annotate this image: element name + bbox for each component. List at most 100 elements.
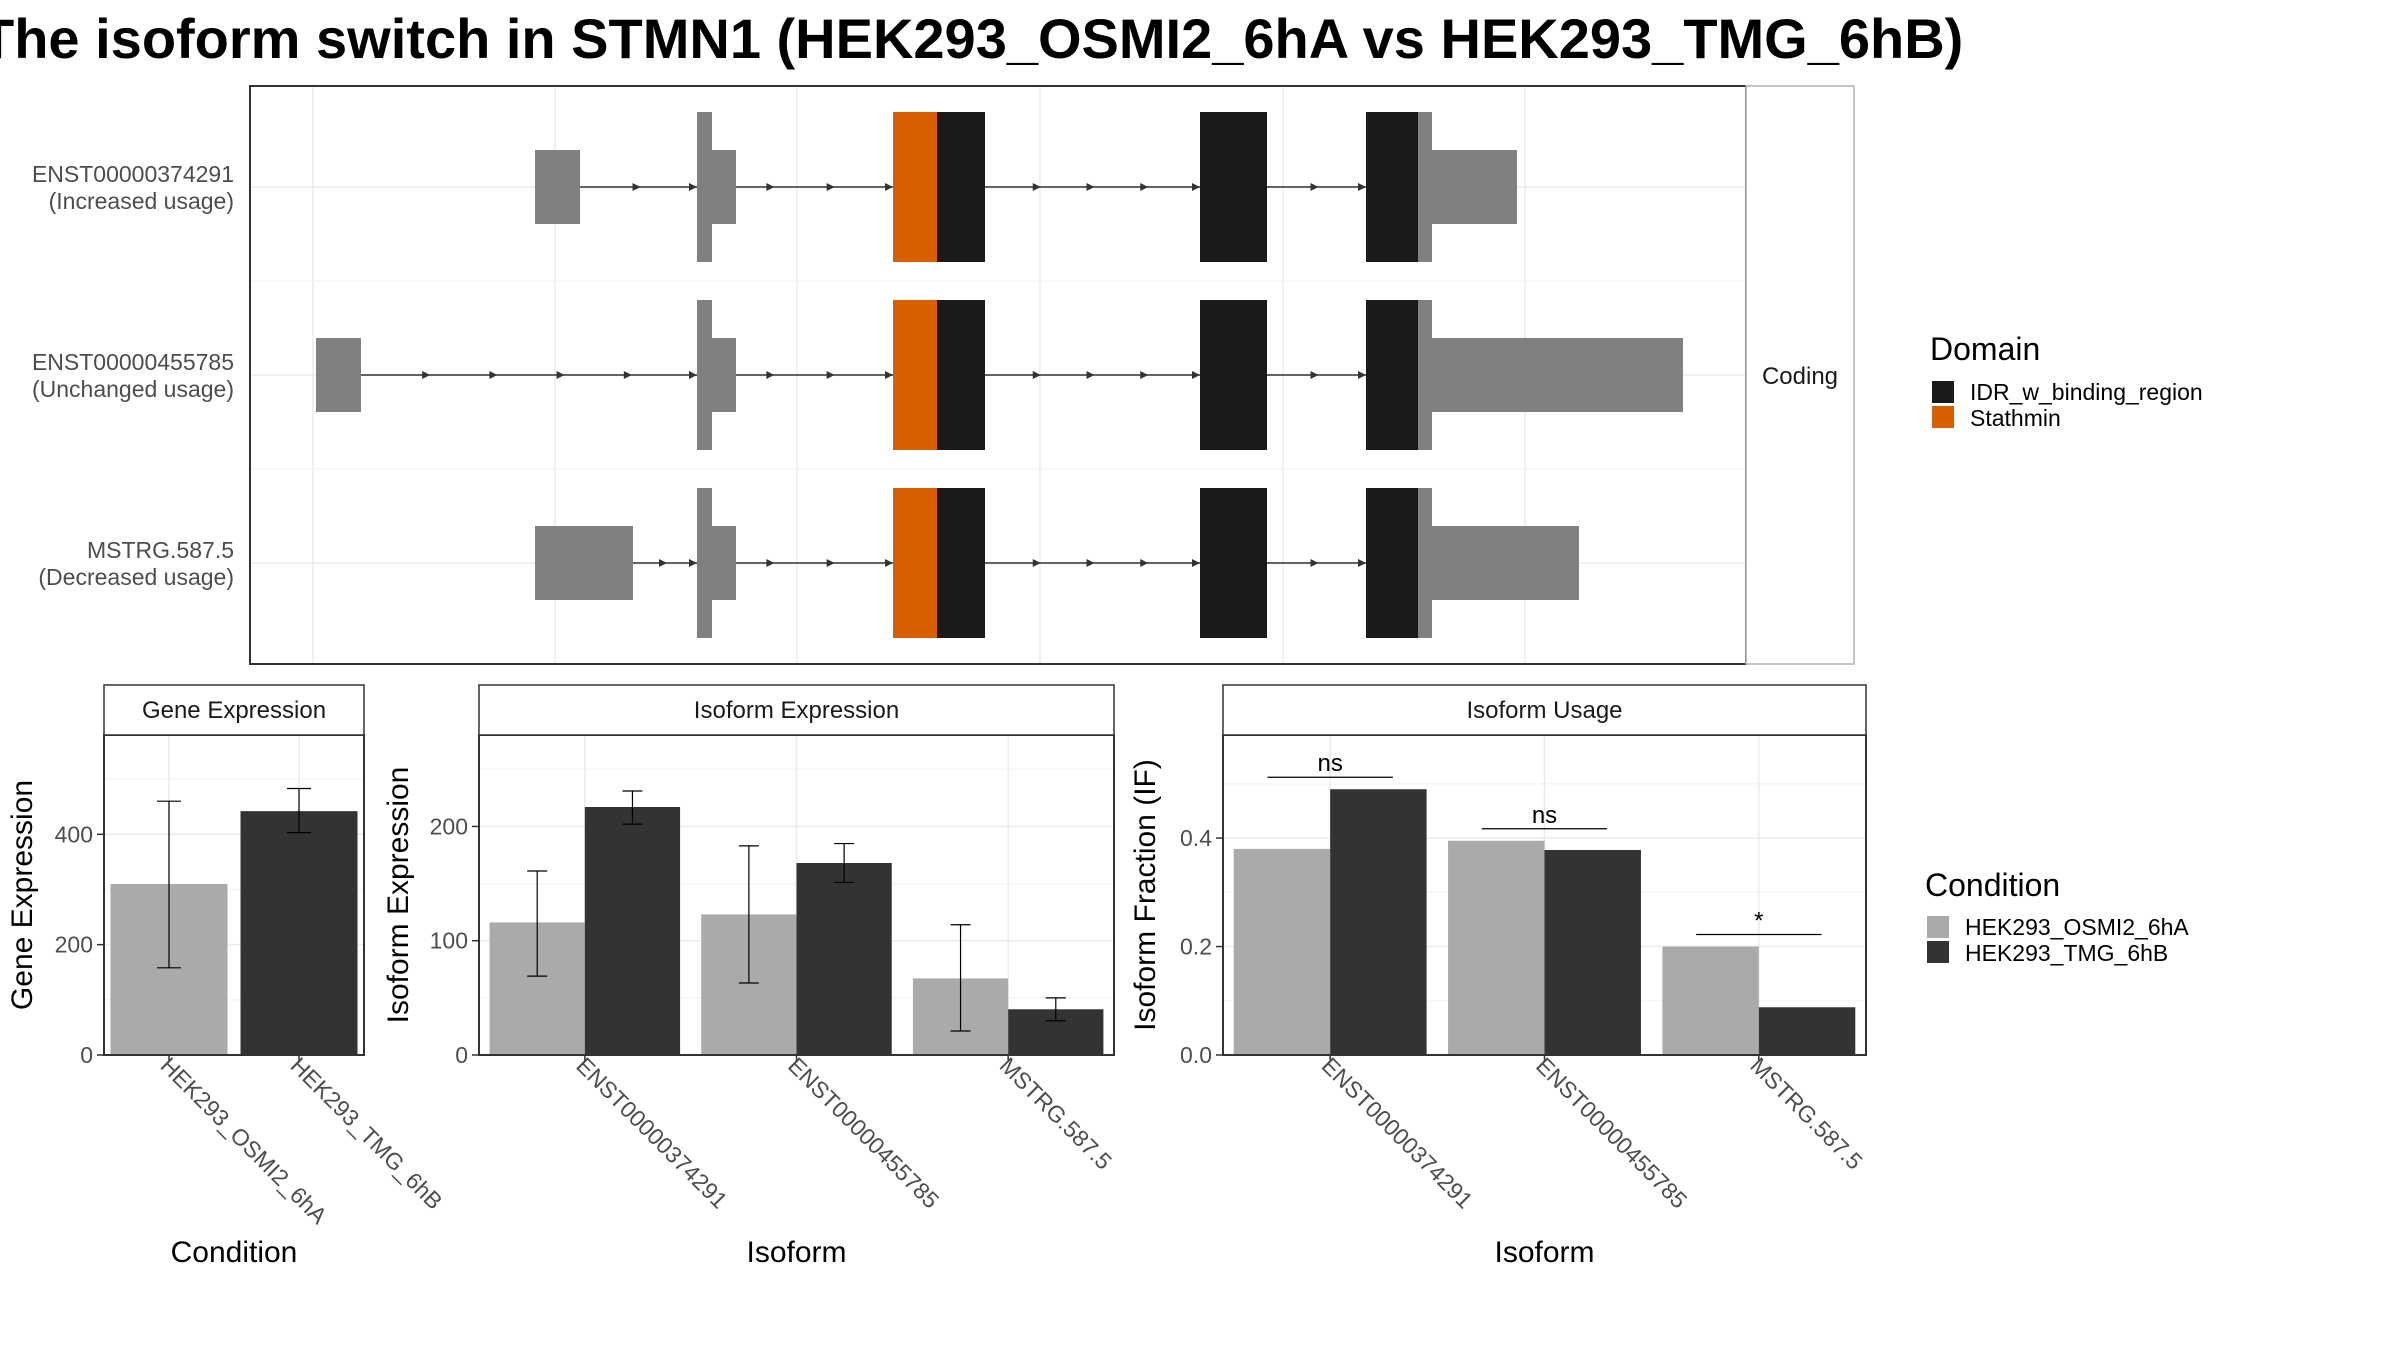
idr-domain-exon bbox=[937, 300, 985, 450]
intron-arrow bbox=[689, 183, 697, 191]
bar bbox=[1662, 946, 1759, 1055]
intron-arrow bbox=[659, 559, 667, 567]
legend-key-tmg bbox=[1927, 941, 1949, 963]
bar bbox=[1330, 789, 1427, 1055]
isoform-row-id: ENST00000455785 bbox=[32, 349, 234, 375]
intron-arrow bbox=[489, 371, 498, 379]
intron-arrow bbox=[1192, 559, 1200, 567]
intron-arrow bbox=[1086, 183, 1095, 191]
intron-arrow bbox=[1032, 559, 1041, 567]
intron-arrow bbox=[422, 371, 431, 379]
legend-key-stathmin bbox=[1932, 406, 1954, 428]
isoform-structure-panel: Coding ENST00000374291(Increased usage) E… bbox=[32, 85, 1855, 665]
domain-legend-title: Domain bbox=[1930, 331, 2040, 367]
y-tick-label: 400 bbox=[55, 821, 93, 847]
y-tick-label: 0.2 bbox=[1180, 934, 1212, 960]
intron-arrow bbox=[1086, 371, 1095, 379]
x-axis-title: Isoform bbox=[1494, 1236, 1594, 1269]
x-tick-label: ENST00000374291 bbox=[571, 1052, 732, 1213]
strip-right-background bbox=[1745, 85, 1855, 665]
stathmin-domain-exon bbox=[893, 300, 937, 450]
y-tick-label: 0.4 bbox=[1180, 825, 1212, 851]
bar bbox=[1233, 848, 1331, 1055]
domain-legend: Domain IDR_w_binding_region Stathmin bbox=[1930, 331, 2203, 431]
isoform-row-usage: (Unchanged usage) bbox=[32, 376, 234, 402]
intron-arrow bbox=[885, 183, 893, 191]
condition-legend: Condition HEK293_OSMI2_6hA HEK293_TMG_6h… bbox=[1925, 867, 2189, 966]
panel-strip-label: Isoform Expression bbox=[694, 697, 899, 724]
bar bbox=[796, 863, 892, 1055]
intron-arrow bbox=[826, 371, 835, 379]
significance-label: ns bbox=[1532, 802, 1557, 829]
y-tick-label: 200 bbox=[430, 813, 468, 839]
intron-arrow bbox=[766, 183, 775, 191]
panel-strip-label: Gene Expression bbox=[142, 697, 326, 724]
x-tick-label: ENST00000374291 bbox=[1317, 1052, 1478, 1213]
y-tick-label: 0 bbox=[455, 1042, 468, 1068]
intron-arrow bbox=[826, 183, 835, 191]
intron-arrow bbox=[885, 559, 893, 567]
panel-strip bbox=[478, 684, 1115, 736]
x-tick-label: MSTRG.587.5 bbox=[1745, 1052, 1867, 1174]
intron-arrow bbox=[1192, 183, 1200, 191]
noncoding-exon bbox=[316, 338, 361, 412]
panel-strip bbox=[1222, 684, 1867, 736]
noncoding-exon bbox=[697, 112, 712, 262]
idr-domain-exon bbox=[1200, 112, 1267, 262]
y-tick-label: 0.0 bbox=[1180, 1042, 1212, 1068]
legend-key-idr bbox=[1932, 381, 1954, 403]
y-axis-title: Isoform Expression bbox=[382, 767, 415, 1024]
noncoding-exon bbox=[697, 488, 712, 638]
x-axis-title: Condition bbox=[171, 1236, 298, 1269]
legend-label-stathmin: Stathmin bbox=[1970, 405, 2061, 431]
x-tick-label: ENST00000455785 bbox=[783, 1052, 944, 1213]
strip-coding-label: Coding bbox=[1762, 363, 1838, 390]
intron-arrow bbox=[1140, 183, 1149, 191]
idr-domain-exon bbox=[1200, 300, 1267, 450]
idr-domain-exon bbox=[1366, 300, 1418, 450]
isoform-row-usage: (Increased usage) bbox=[49, 188, 234, 214]
noncoding-exon bbox=[1418, 300, 1432, 450]
idr-domain-exon bbox=[937, 488, 985, 638]
intron-arrow bbox=[1358, 559, 1366, 567]
x-tick-label: ENST00000455785 bbox=[1531, 1052, 1692, 1213]
intron-arrow bbox=[623, 371, 632, 379]
intron-arrow bbox=[1032, 183, 1041, 191]
panel-strip-label: Isoform Usage bbox=[1466, 697, 1622, 724]
isoform-row-id: ENST00000374291 bbox=[32, 161, 234, 187]
bar bbox=[1448, 840, 1545, 1055]
intron-arrow bbox=[826, 559, 835, 567]
intron-arrow bbox=[885, 371, 893, 379]
noncoding-exon bbox=[1418, 150, 1517, 224]
intron-arrow bbox=[1140, 559, 1149, 567]
condition-legend-title: Condition bbox=[1925, 867, 2060, 903]
idr-domain-exon bbox=[937, 112, 985, 262]
x-axis-title: Isoform bbox=[746, 1236, 846, 1269]
noncoding-exon bbox=[535, 526, 633, 600]
intron-arrow bbox=[766, 371, 775, 379]
bar bbox=[584, 807, 681, 1055]
y-axis-title: Gene Expression bbox=[6, 780, 39, 1010]
idr-domain-exon bbox=[1200, 488, 1267, 638]
legend-label-osmi2: HEK293_OSMI2_6hA bbox=[1965, 914, 2189, 940]
stathmin-domain-exon bbox=[893, 488, 937, 638]
intron-arrow bbox=[1086, 559, 1095, 567]
intron-arrow bbox=[689, 559, 697, 567]
legend-label-idr: IDR_w_binding_region bbox=[1970, 379, 2203, 405]
noncoding-exon bbox=[697, 300, 712, 450]
y-axis-title: Isoform Fraction (IF) bbox=[1129, 759, 1162, 1031]
noncoding-exon bbox=[1418, 112, 1432, 262]
stathmin-domain-exon bbox=[893, 112, 937, 262]
y-tick-label: 0 bbox=[80, 1042, 93, 1068]
noncoding-exon bbox=[1418, 488, 1432, 638]
intron-arrow bbox=[1358, 183, 1366, 191]
legend-key-osmi2 bbox=[1927, 916, 1949, 938]
noncoding-exon bbox=[535, 150, 580, 224]
intron-arrow bbox=[632, 183, 641, 191]
x-tick-label: MSTRG.587.5 bbox=[995, 1052, 1117, 1174]
isoform-expression-panel: Isoform Expression 0 100 200 ENST00000374291… bbox=[382, 684, 1117, 1269]
isoform-row-id: MSTRG.587.5 bbox=[87, 537, 234, 563]
panel-strip bbox=[103, 684, 365, 736]
y-tick-label: 200 bbox=[55, 932, 93, 958]
